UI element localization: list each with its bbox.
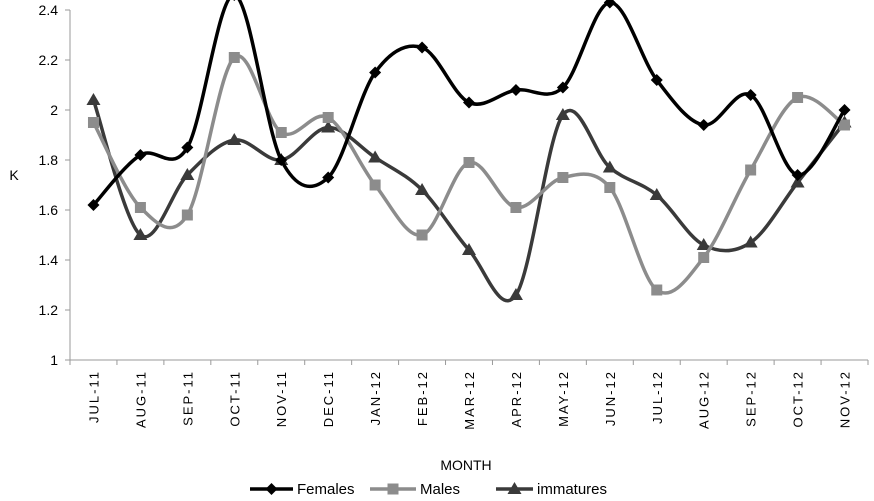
data-point — [555, 108, 570, 120]
data-point — [322, 112, 334, 123]
data-point — [369, 179, 381, 191]
data-point — [416, 229, 428, 241]
x-tick-label: AUG-11 — [133, 370, 148, 428]
data-point — [649, 188, 664, 200]
x-tick-label: JAN-12 — [368, 370, 383, 425]
x-axis-title: MONTH — [440, 457, 491, 473]
data-point — [508, 288, 523, 300]
series-line — [91, 99, 846, 303]
x-tick-label: OCT-12 — [791, 370, 806, 428]
series-line — [91, 54, 846, 295]
data-point — [603, 0, 616, 9]
legend: Females Males immatures — [250, 481, 607, 498]
data-point — [743, 235, 758, 248]
legend-swatch-marker — [387, 483, 399, 495]
data-point — [790, 175, 805, 188]
data-point — [368, 150, 383, 163]
y-tick-label: 2.4 — [39, 2, 59, 18]
y-tick-label: 1.6 — [39, 202, 59, 218]
data-point — [651, 284, 663, 296]
series-females — [87, 0, 851, 211]
data-point — [228, 52, 240, 63]
x-tick-label: OCT-11 — [227, 370, 242, 427]
legend-label: immatures — [537, 481, 607, 498]
data-point — [134, 202, 146, 213]
y-tick-label: 1.2 — [39, 302, 59, 318]
data-point — [744, 89, 757, 101]
data-point — [792, 92, 804, 103]
data-point — [87, 199, 100, 211]
x-tick-label: JUL-12 — [650, 370, 665, 424]
data-point — [369, 66, 382, 79]
x-tick-label: MAR-12 — [462, 370, 477, 430]
y-tick-label: 2 — [50, 102, 58, 118]
data-point — [463, 96, 475, 109]
data-point — [133, 228, 148, 240]
legend-label: Females — [297, 481, 355, 498]
series-line — [92, 0, 846, 207]
data-point — [275, 127, 287, 138]
data-point — [181, 209, 193, 221]
data-point — [322, 171, 335, 184]
data-point — [134, 149, 147, 161]
x-tick-label: MAY-12 — [556, 370, 571, 427]
data-point — [696, 238, 711, 250]
data-point — [509, 84, 522, 96]
x-tick-label: FEB-12 — [415, 370, 430, 426]
data-point — [791, 169, 804, 181]
data-point — [233, 0, 236, 1]
legend-label: Males — [420, 481, 460, 498]
x-tick-label: JUN-12 — [603, 370, 618, 426]
series-immatures — [86, 93, 852, 303]
y-tick-label: 1 — [50, 352, 58, 368]
x-tick-label: JUL-11 — [86, 370, 101, 423]
data-point — [697, 119, 710, 131]
x-tick-label: DEC-11 — [321, 370, 336, 427]
data-point — [180, 168, 195, 180]
data-point — [650, 74, 663, 86]
x-tick-label: SEP-12 — [744, 370, 759, 427]
data-point — [86, 93, 101, 105]
y-tick-label: 1.4 — [39, 252, 59, 268]
legend-item-immatures: immatures — [496, 481, 607, 498]
legend-swatch-marker — [265, 483, 278, 495]
legend-item-males: Males — [370, 481, 460, 498]
x-tick-label: SEP-11 — [180, 370, 195, 426]
data-point — [416, 41, 429, 54]
legend-swatch-marker — [507, 482, 522, 494]
y-axis: 1 1.2 1.4 1.6 1.8 2 2.2 2.4 — [39, 2, 71, 368]
data-point — [275, 154, 288, 166]
data-point — [556, 81, 569, 94]
plot-area — [86, 0, 852, 303]
data-point — [838, 104, 851, 116]
x-tick-label: NOV-11 — [274, 370, 289, 427]
data-point — [745, 164, 757, 176]
data-point — [181, 141, 194, 154]
data-point — [463, 157, 475, 168]
x-axis: JUL-11 AUG-11 SEP-11 OCT-11 NOV-11 DEC-11 JAN-… — [69, 359, 869, 430]
data-point — [602, 160, 617, 173]
data-point — [557, 172, 569, 183]
y-tick-label: 2.2 — [39, 52, 59, 68]
y-tick-label: 1.8 — [39, 152, 59, 168]
data-point — [839, 119, 851, 131]
data-point — [462, 243, 476, 255]
data-point — [321, 120, 336, 133]
data-point — [510, 202, 522, 213]
data-point — [87, 117, 99, 128]
y-axis-title: K — [9, 167, 19, 183]
data-point — [604, 182, 616, 193]
series-males — [87, 52, 851, 296]
x-tick-label: APR-12 — [509, 370, 524, 428]
data-point — [415, 183, 430, 195]
data-point — [227, 133, 242, 145]
legend-item-females: Females — [250, 481, 355, 498]
data-point — [698, 252, 710, 263]
x-tick-label: NOV-12 — [838, 370, 853, 428]
x-tick-label: AUG-12 — [697, 370, 712, 429]
